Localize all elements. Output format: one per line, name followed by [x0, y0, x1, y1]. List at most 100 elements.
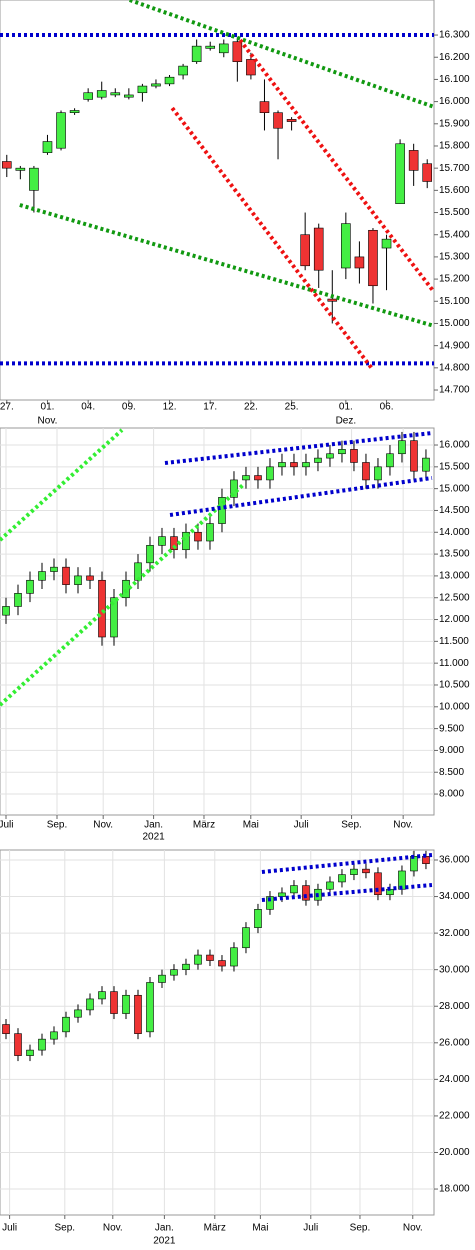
candle-body — [266, 466, 274, 481]
candle-body — [86, 998, 94, 1011]
y-tick-label: 15.700 — [439, 163, 470, 174]
candle-body — [158, 974, 166, 983]
y-tick-label: 12.000 — [439, 614, 470, 625]
y-tick-label: 20.000 — [439, 1147, 470, 1158]
y-tick-label: 9.000 — [439, 745, 464, 756]
candle-body — [15, 167, 26, 171]
candle-body — [410, 440, 418, 472]
trend-line — [164, 431, 433, 466]
candle-body — [194, 954, 202, 965]
x-tick-label: Juli — [0, 820, 14, 831]
x-tick-label-secondary: 2021 — [153, 1236, 176, 1247]
candle-body — [206, 523, 214, 542]
candle-body — [62, 1016, 70, 1033]
trend-line — [170, 106, 374, 370]
y-tick-label: 14.000 — [439, 527, 470, 538]
candle-body — [134, 994, 142, 1034]
x-tick-label: Nov. — [103, 1223, 123, 1234]
candle-body — [422, 163, 433, 182]
candle-body — [96, 90, 107, 98]
candle-body — [26, 579, 34, 594]
candle-body — [290, 462, 298, 468]
candle-body — [122, 994, 130, 1014]
candle-body — [1, 161, 12, 169]
y-tick-label: 14.900 — [439, 340, 470, 351]
y-tick-label: 13.000 — [439, 571, 470, 582]
y-tick-label: 28.000 — [439, 1001, 470, 1012]
candle-body — [302, 462, 310, 468]
candle-body — [278, 462, 286, 468]
y-tick-label: 9.500 — [439, 723, 464, 734]
candle-body — [350, 449, 358, 463]
candle-body — [137, 85, 148, 94]
candle-body — [2, 1024, 10, 1034]
candle-body — [230, 947, 238, 967]
candle-body — [313, 227, 324, 271]
candle-body — [38, 571, 46, 581]
y-tick-label: 14.700 — [439, 385, 470, 396]
candle-body — [74, 1009, 82, 1018]
x-tick-label: 04. — [81, 402, 95, 413]
candle-body — [422, 457, 430, 472]
x-tick-label: 12. — [163, 402, 177, 413]
x-tick-label-secondary: Dez. — [336, 416, 357, 427]
y-tick-label: 8.500 — [439, 767, 464, 778]
y-tick-label: 15.200 — [439, 274, 470, 285]
candle-body — [314, 457, 322, 463]
candle-body — [341, 223, 351, 269]
candle-body — [50, 1031, 58, 1040]
candle-body — [14, 593, 22, 607]
x-tick-label: Nov. — [93, 820, 113, 831]
plot-frame — [0, 0, 435, 401]
y-tick-label: 16.000 — [439, 440, 470, 451]
candle-body — [110, 597, 118, 638]
candle-body — [191, 45, 202, 62]
candle-body — [56, 112, 66, 149]
candle-body — [338, 449, 346, 455]
x-tick-label: Sep. — [350, 1223, 371, 1234]
candle-body — [14, 1033, 22, 1056]
candle-body — [374, 466, 382, 481]
y-tick-label: 10.500 — [439, 680, 470, 691]
y-tick-label: 15.800 — [439, 141, 470, 152]
y-tick-label: 16.300 — [439, 30, 470, 41]
x-tick-label: Sep. — [47, 820, 68, 831]
candle-body — [290, 885, 298, 894]
x-tick-label: Juli — [2, 1223, 17, 1234]
candle-body — [218, 960, 226, 967]
y-tick-label: 11.500 — [439, 636, 469, 647]
candle-body — [98, 991, 106, 1000]
y-tick-label: 36.000 — [439, 855, 470, 866]
candle-body — [398, 440, 406, 455]
candle-body — [38, 1038, 46, 1051]
candle-body — [254, 475, 262, 481]
x-tick-label: Nov. — [393, 820, 413, 831]
y-tick-label: 16.200 — [439, 52, 470, 63]
y-tick-label: 22.000 — [439, 1111, 470, 1122]
y-tick-label: 30.000 — [439, 964, 470, 975]
trend-line — [0, 428, 124, 542]
x-tick-label: 17. — [203, 402, 217, 413]
y-tick-label: 15.400 — [439, 229, 470, 240]
candle-body — [218, 43, 229, 54]
x-tick-label: Sep. — [341, 820, 362, 831]
candle-body — [273, 112, 283, 129]
candle-body — [362, 868, 370, 874]
y-tick-label: 24.000 — [439, 1074, 470, 1085]
x-tick-label: 22. — [244, 402, 258, 413]
x-tick-label: Jan. — [144, 820, 163, 831]
y-tick-label: 15.300 — [439, 252, 470, 263]
candle-body — [350, 868, 358, 875]
candle-body — [178, 65, 188, 76]
candle-body — [242, 927, 250, 949]
y-tick-label: 16.100 — [439, 74, 470, 85]
candle-body — [354, 256, 365, 269]
candle-body — [286, 119, 297, 122]
y-tick-label: 11.000 — [439, 658, 469, 669]
y-tick-label: 32.000 — [439, 928, 470, 939]
candle-body — [182, 531, 190, 551]
x-tick-label: Juli — [294, 820, 309, 831]
candle-body — [74, 575, 82, 585]
plot-frame — [0, 427, 435, 816]
